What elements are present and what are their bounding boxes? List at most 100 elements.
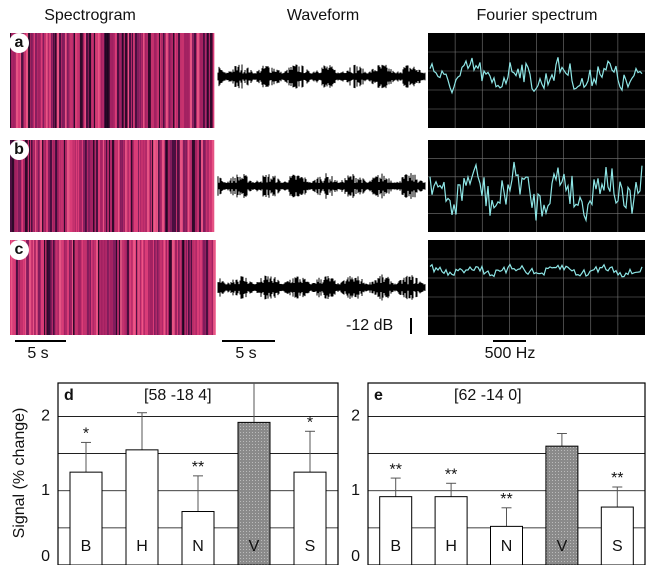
panel-label: c: [15, 241, 24, 258]
spectrogram-stripe: [143, 240, 144, 335]
spectrogram-stripe: [180, 140, 183, 232]
spectrogram-stripe: [96, 240, 98, 335]
spectrogram-stripe: [172, 140, 173, 232]
category-label: H: [136, 538, 148, 555]
spectrogram-stripe: [145, 33, 146, 128]
spectrogram-stripe: [184, 33, 187, 128]
scale-label: 5 s: [235, 345, 256, 362]
spectrogram-stripe: [173, 33, 174, 128]
spectrogram-stripe: [134, 140, 136, 232]
category-label: S: [612, 538, 623, 555]
panel-title: Spectrogram: [44, 7, 136, 24]
spectrogram-stripe: [207, 33, 209, 128]
spectrogram-stripe: [31, 33, 33, 128]
significance: **: [445, 467, 457, 484]
spectrogram-stripe: [169, 240, 172, 335]
spectrogram-stripe: [141, 140, 143, 232]
spectrogram-stripe: [137, 240, 138, 335]
spectrogram-stripe: [59, 140, 60, 232]
significance: **: [192, 459, 204, 476]
category-label: B: [81, 538, 92, 555]
spectrogram-stripe: [140, 33, 141, 128]
spectrogram-stripe: [138, 240, 140, 335]
spectrogram-stripe: [112, 140, 114, 232]
spectrogram-stripe: [61, 140, 63, 232]
spectrogram-stripe: [187, 33, 189, 128]
spectrogram-stripe: [210, 140, 211, 232]
spectrogram-stripe: [62, 240, 64, 335]
significance: **: [611, 470, 623, 487]
spectrogram-stripe: [84, 240, 87, 335]
spectrogram-stripe: [189, 240, 191, 335]
spectrogram-stripe: [166, 33, 168, 128]
waveform: [218, 64, 425, 88]
bar: [601, 507, 633, 565]
spectrogram-stripe: [163, 33, 164, 128]
category-label: V: [557, 538, 568, 555]
spectrogram-stripe: [178, 240, 180, 335]
y-tick-label: 1: [351, 482, 360, 499]
spectrogram-stripe: [192, 33, 194, 128]
spectrogram-stripe: [35, 140, 36, 232]
spectrogram-stripe: [115, 140, 118, 232]
spectrogram-stripe: [212, 140, 214, 232]
spectrogram-stripe: [57, 140, 59, 232]
top-panels: abc: [9, 33, 645, 335]
spectrogram-stripe: [154, 33, 156, 128]
waveform: [218, 275, 425, 301]
spectrogram-stripe: [55, 33, 56, 128]
scale-label: 500 Hz: [485, 345, 536, 362]
spectrogram-stripe: [87, 240, 89, 335]
spectrogram-stripe: [157, 240, 158, 335]
spectrogram-stripe: [120, 240, 122, 335]
spectrogram-stripe: [178, 33, 180, 128]
spectrogram-stripe: [34, 240, 36, 335]
spectrogram-stripe: [160, 240, 162, 335]
spectrogram-stripe: [86, 33, 88, 128]
spectrogram-stripe: [197, 33, 199, 128]
spectrogram-stripe: [210, 33, 212, 128]
spectrogram-stripe: [49, 33, 51, 128]
spectrogram-stripe: [84, 33, 85, 128]
waveform: [218, 173, 425, 199]
spectrogram-stripe: [62, 33, 65, 128]
spectrogram-stripe: [175, 33, 176, 128]
spectrogram-stripe: [173, 140, 175, 232]
panel-label: e: [374, 387, 383, 404]
spectrogram-stripe: [98, 240, 99, 335]
spectrogram-stripe: [119, 33, 121, 128]
spectrogram-stripe: [157, 33, 158, 128]
spectrogram-stripe: [79, 140, 81, 232]
spectrogram-stripe: [110, 240, 113, 335]
spectrogram-stripe: [125, 33, 127, 128]
spectrogram-stripe: [95, 33, 98, 128]
spectrogram-stripe: [80, 33, 83, 128]
category-label: H: [445, 538, 457, 555]
spectrogram-stripe: [172, 240, 175, 335]
spectrogram-stripe: [107, 33, 110, 128]
spectrogram-stripe: [192, 140, 195, 232]
spectrogram-stripe: [209, 240, 212, 335]
spectrogram-stripe: [175, 240, 177, 335]
spectrogram-stripe: [183, 140, 186, 232]
spectrogram-stripe: [213, 240, 216, 335]
category-label: N: [501, 538, 513, 555]
spectrogram-stripe: [29, 140, 30, 232]
spectrogram-stripe: [99, 33, 100, 128]
spectrogram-stripe: [38, 140, 39, 232]
spectrogram-stripe: [122, 140, 123, 232]
spectrogram-stripe: [159, 140, 160, 232]
category-label: N: [192, 538, 204, 555]
spectrogram-stripe: [129, 240, 131, 335]
spectrogram-stripe: [31, 140, 33, 232]
spectrogram-stripe: [74, 140, 75, 232]
spectrogram-stripe: [194, 33, 196, 128]
spectrogram-stripe: [200, 33, 203, 128]
spectrogram-stripe: [64, 240, 65, 335]
spectrogram-stripe: [53, 240, 55, 335]
spectrogram-stripe: [109, 140, 110, 232]
spectrogram-stripe: [74, 33, 75, 128]
spectrogram-stripe: [38, 240, 40, 335]
spectrogram-stripe: [116, 240, 117, 335]
spectrogram-stripe: [150, 240, 153, 335]
